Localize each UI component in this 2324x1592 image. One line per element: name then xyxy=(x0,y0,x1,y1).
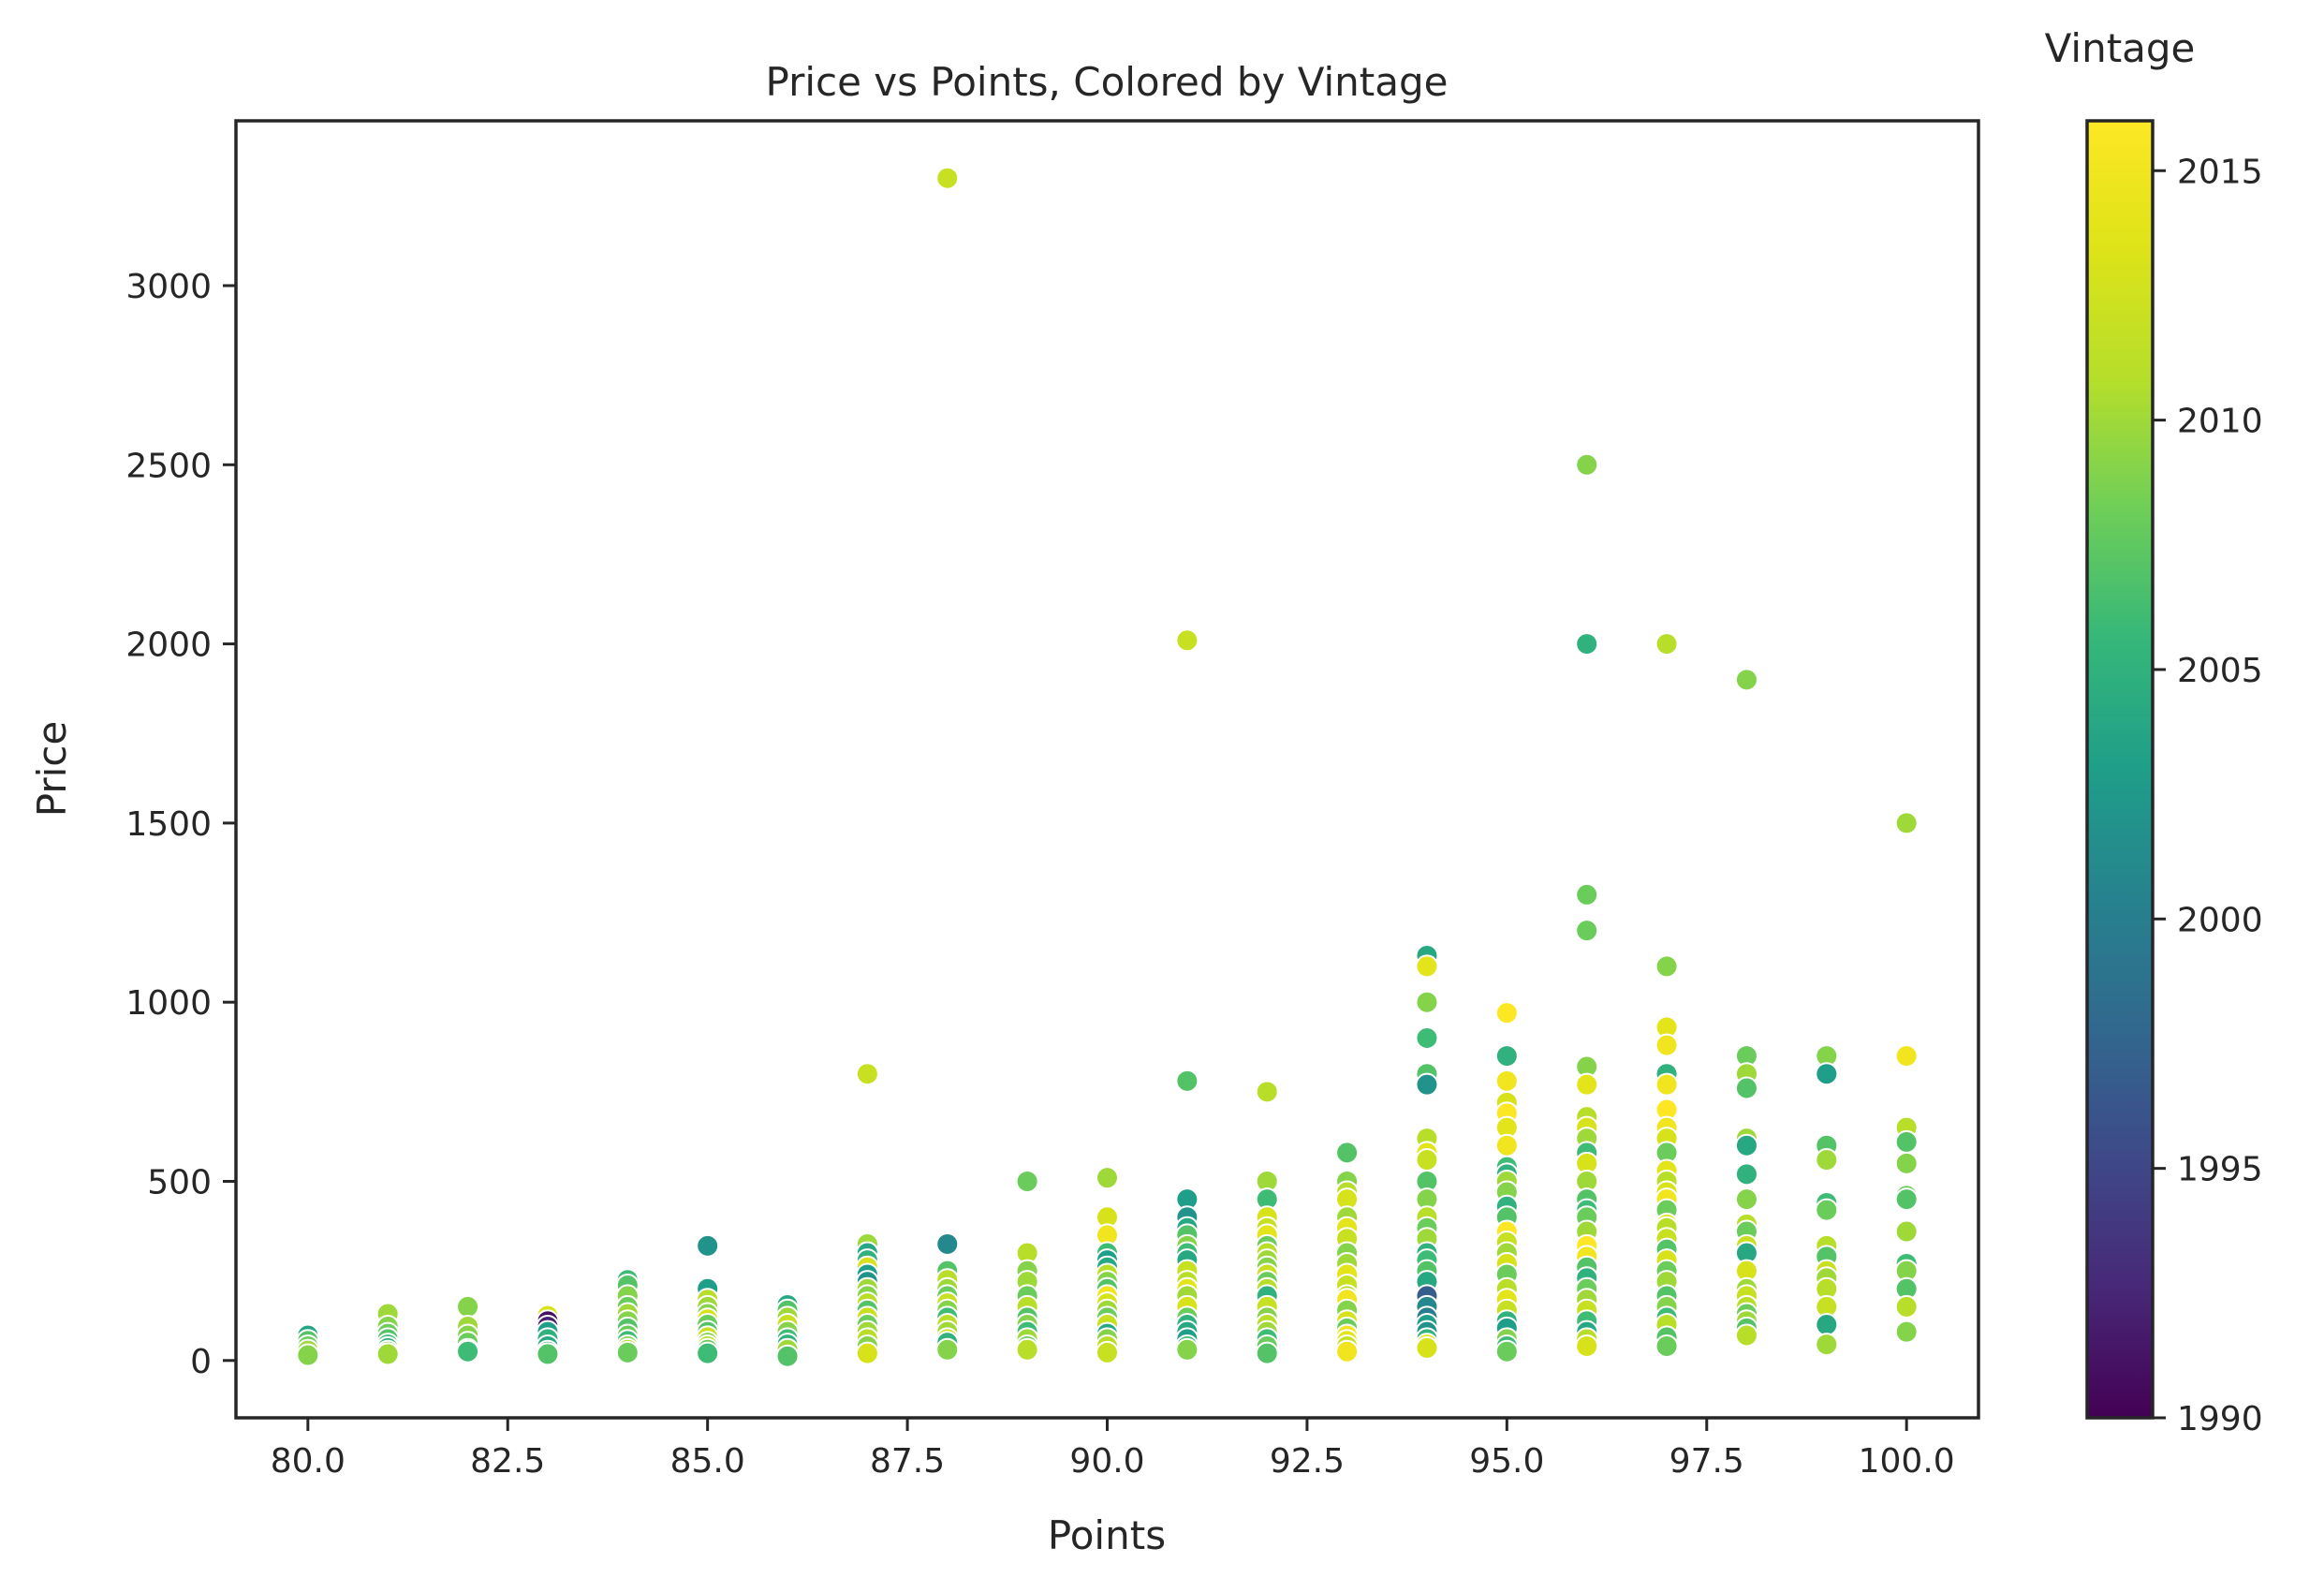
y-tick-label: 2500 xyxy=(125,447,212,485)
colorbar-tick-label: 2010 xyxy=(2177,403,2263,441)
scatter-point xyxy=(1415,954,1439,979)
scatter-point xyxy=(935,1231,960,1256)
x-tick-label: 100.0 xyxy=(1859,1442,1955,1481)
chart-title: Price vs Points, Colored by Vintage xyxy=(765,59,1448,105)
y-tick-label: 1500 xyxy=(125,805,212,844)
x-tick-label: 82.5 xyxy=(470,1442,545,1481)
scatter-point xyxy=(1894,1219,1919,1244)
y-axis-ticks: 0 500 1000 1500 2000 2500 3000 xyxy=(125,268,236,1381)
scatter-point xyxy=(1494,1069,1519,1093)
scatter-point xyxy=(1255,1080,1279,1104)
scatter-point xyxy=(1655,1072,1679,1097)
scatter-point xyxy=(1494,1339,1519,1364)
scatter-point xyxy=(1734,1162,1758,1187)
scatter-point xyxy=(775,1344,800,1368)
colorbar-tick-label: 1995 xyxy=(2177,1151,2263,1189)
y-tick-label: 1000 xyxy=(125,984,212,1023)
x-tick-label: 92.5 xyxy=(1270,1442,1345,1481)
points-layer xyxy=(296,166,1919,1368)
scatter-point xyxy=(1096,1166,1119,1190)
x-tick-label: 97.5 xyxy=(1669,1442,1744,1481)
scatter-point xyxy=(1096,1340,1119,1364)
x-tick-label: 87.5 xyxy=(870,1442,945,1481)
scatter-point xyxy=(1894,1129,1919,1154)
scatter-point xyxy=(1415,990,1439,1014)
y-axis-label: Price xyxy=(29,721,75,817)
colorbar-ticks: 1990 1995 2000 2005 2010 2015 xyxy=(2153,153,2263,1438)
x-tick-label: 85.0 xyxy=(670,1442,745,1481)
scatter-point xyxy=(1575,882,1599,907)
scatter-point xyxy=(1335,1141,1360,1165)
scatter-point xyxy=(375,1342,400,1366)
scatter-point xyxy=(1894,1151,1919,1175)
x-tick-label: 80.0 xyxy=(271,1442,346,1481)
x-axis-label: Points xyxy=(1048,1512,1166,1558)
scatter-point xyxy=(935,1337,960,1362)
scatter-point xyxy=(1575,632,1599,656)
colorbar-tick-label: 2000 xyxy=(2177,901,2263,939)
colorbar-tick-label: 2005 xyxy=(2177,652,2263,690)
scatter-point xyxy=(1734,1323,1758,1348)
scatter-point xyxy=(1815,1333,1839,1357)
scatter-point xyxy=(696,1233,720,1258)
scatter-point xyxy=(1494,1044,1519,1069)
scatter-point xyxy=(1415,1335,1439,1360)
scatter-point xyxy=(1655,1033,1679,1057)
scatter-point xyxy=(1734,1133,1758,1157)
scatter-point xyxy=(1655,954,1679,979)
scatter-point xyxy=(1494,1133,1519,1157)
colorbar-title: Vintage xyxy=(2045,25,2196,71)
scatter-point xyxy=(1815,1062,1839,1086)
y-tick-label: 2000 xyxy=(125,626,212,665)
scatter-point xyxy=(1815,1313,1839,1337)
scatter-point xyxy=(696,1341,720,1365)
scatter-point xyxy=(1894,811,1919,835)
scatter-point xyxy=(1734,1187,1758,1212)
scatter-point xyxy=(1894,1187,1919,1212)
scatter-point xyxy=(1415,1025,1439,1050)
scatter-point xyxy=(1575,919,1599,943)
scatter-point xyxy=(935,166,960,190)
scatter-point xyxy=(1894,1294,1919,1319)
scatter-point xyxy=(855,1341,879,1365)
scatter-point xyxy=(536,1342,560,1366)
scatter-point xyxy=(1494,1001,1519,1025)
scatter-point xyxy=(1415,1072,1439,1097)
scatter-point xyxy=(1335,1339,1360,1364)
y-tick-label: 500 xyxy=(147,1163,212,1201)
scatter-point xyxy=(1815,1148,1839,1172)
scatter-point xyxy=(1175,628,1199,653)
scatter-point xyxy=(1655,632,1679,656)
scatter-point xyxy=(1175,1337,1199,1362)
scatter-point xyxy=(1415,1148,1439,1172)
scatter-point xyxy=(1734,668,1758,692)
scatter-point xyxy=(1894,1044,1919,1069)
colorbar xyxy=(2085,119,2155,1420)
scatter-point xyxy=(615,1340,640,1364)
scatter-point xyxy=(1575,1334,1599,1358)
scatter-point xyxy=(1015,1337,1039,1362)
x-tick-label: 90.0 xyxy=(1069,1442,1144,1481)
scatter-point xyxy=(1734,1076,1758,1100)
scatter-point xyxy=(456,1294,480,1319)
scatter-point xyxy=(1255,1341,1279,1365)
scatter-point xyxy=(1815,1198,1839,1222)
colorbar-tick-label: 2015 xyxy=(2177,153,2263,191)
scatter-point xyxy=(456,1339,480,1364)
scatter-point xyxy=(1655,1334,1679,1358)
scatter-point xyxy=(1015,1169,1039,1193)
scatter-point xyxy=(1175,1069,1199,1093)
scatter-point xyxy=(855,1062,879,1086)
scatter-point xyxy=(1575,1072,1599,1097)
colorbar-tick-label: 1990 xyxy=(2177,1400,2263,1438)
scatter-point xyxy=(1894,1319,1919,1344)
x-tick-label: 95.0 xyxy=(1469,1442,1544,1481)
x-axis-ticks: 80.0 82.5 85.0 87.5 90.0 92.5 95.0 97.5 100.0 xyxy=(271,1418,1955,1481)
y-tick-label: 3000 xyxy=(125,268,212,306)
scatter-point xyxy=(1575,452,1599,477)
scatter-point xyxy=(296,1343,320,1367)
y-tick-label: 0 xyxy=(190,1343,212,1381)
